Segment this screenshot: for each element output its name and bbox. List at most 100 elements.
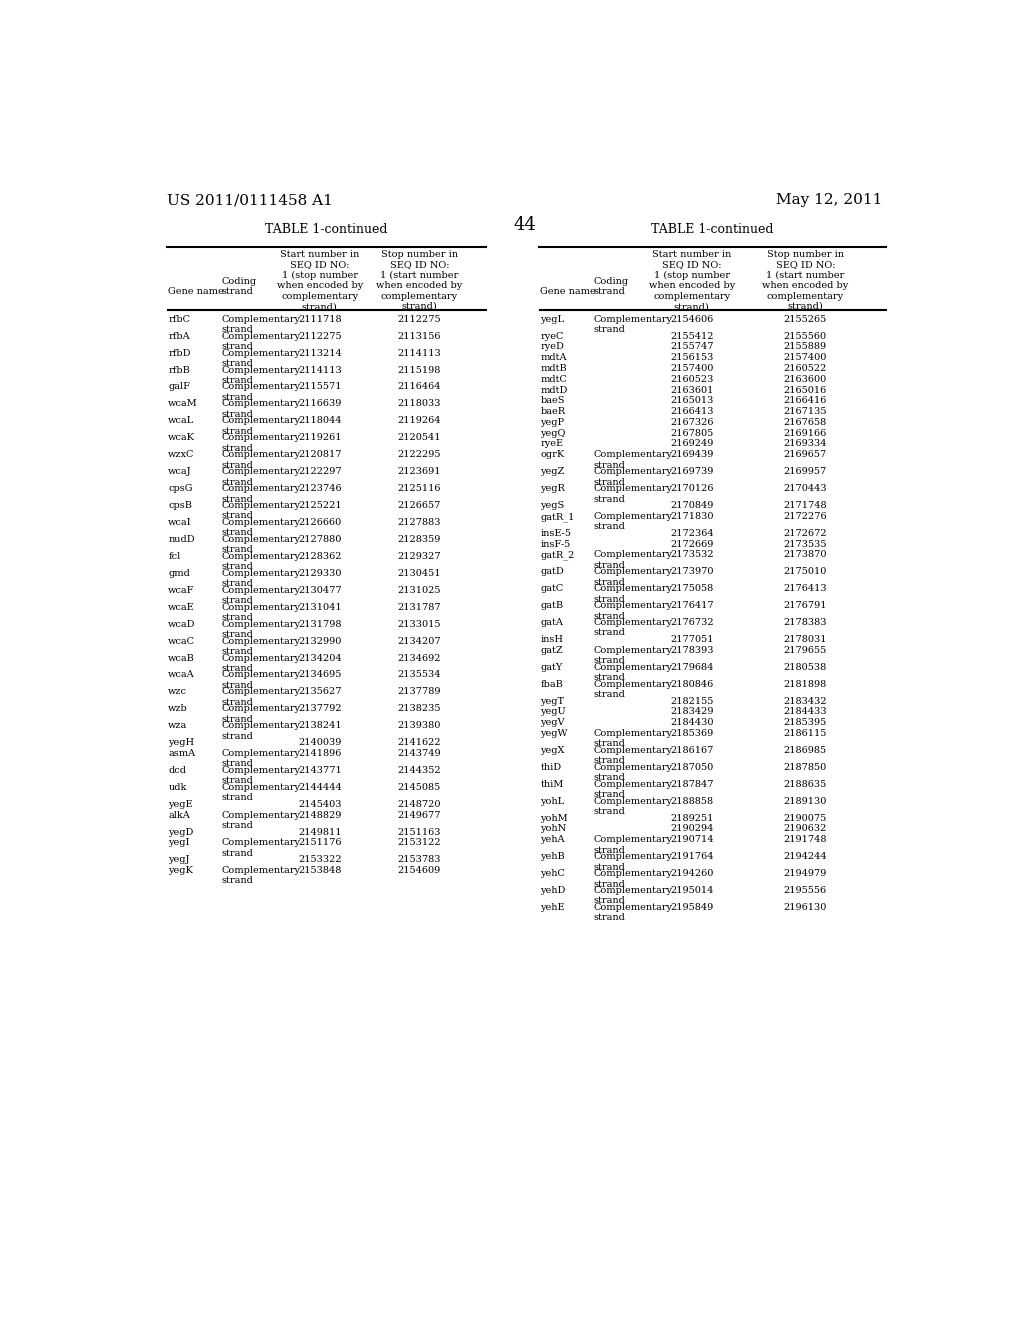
Text: 2186985: 2186985 — [783, 746, 827, 755]
Text: 2123691: 2123691 — [397, 467, 441, 477]
Text: 2128362: 2128362 — [298, 552, 342, 561]
Text: Complementary
strand: Complementary strand — [221, 653, 300, 673]
Text: 2153122: 2153122 — [397, 838, 441, 847]
Text: Complementary
strand: Complementary strand — [593, 763, 672, 783]
Text: gatD: gatD — [541, 568, 564, 577]
Text: 2187847: 2187847 — [670, 780, 714, 789]
Text: 2169249: 2169249 — [670, 440, 714, 449]
Text: 2155747: 2155747 — [670, 342, 714, 351]
Text: 2167805: 2167805 — [670, 429, 714, 438]
Text: 2156153: 2156153 — [670, 354, 714, 362]
Text: Complementary
strand: Complementary strand — [593, 512, 672, 531]
Text: 2143749: 2143749 — [397, 748, 441, 758]
Text: Complementary
strand: Complementary strand — [593, 680, 672, 700]
Text: Complementary
strand: Complementary strand — [221, 838, 300, 858]
Text: 2133015: 2133015 — [397, 619, 441, 628]
Text: gatZ: gatZ — [541, 645, 563, 655]
Text: 2149811: 2149811 — [298, 828, 342, 837]
Text: 2132990: 2132990 — [298, 636, 341, 645]
Text: 2170849: 2170849 — [670, 502, 714, 510]
Text: Complementary
strand: Complementary strand — [221, 748, 300, 768]
Text: 2137792: 2137792 — [298, 705, 342, 713]
Text: rfbB: rfbB — [168, 366, 190, 375]
Text: galF: galF — [168, 383, 190, 392]
Text: Complementary
strand: Complementary strand — [593, 314, 672, 334]
Text: 2127883: 2127883 — [397, 517, 441, 527]
Text: 2187850: 2187850 — [783, 763, 827, 772]
Text: 2195849: 2195849 — [670, 903, 714, 912]
Text: 2172276: 2172276 — [783, 512, 827, 521]
Text: Complementary
strand: Complementary strand — [593, 601, 672, 620]
Text: yohM: yohM — [541, 813, 568, 822]
Text: 2116639: 2116639 — [298, 400, 341, 408]
Text: 44: 44 — [513, 216, 537, 234]
Text: 2160523: 2160523 — [670, 375, 714, 384]
Text: 2183429: 2183429 — [670, 708, 714, 717]
Text: 2153848: 2153848 — [298, 866, 341, 875]
Text: Complementary
strand: Complementary strand — [221, 331, 300, 351]
Text: 2167658: 2167658 — [783, 418, 827, 426]
Text: mdtB: mdtB — [541, 364, 567, 374]
Text: 2111718: 2111718 — [298, 314, 342, 323]
Text: yegX: yegX — [541, 746, 565, 755]
Text: gmd: gmd — [168, 569, 190, 578]
Text: 2148720: 2148720 — [397, 800, 441, 809]
Text: Complementary
strand: Complementary strand — [221, 502, 300, 520]
Text: 2155889: 2155889 — [783, 342, 827, 351]
Text: 2172669: 2172669 — [670, 540, 714, 549]
Text: alkA: alkA — [168, 810, 190, 820]
Text: Complementary
strand: Complementary strand — [221, 552, 300, 572]
Text: 2139380: 2139380 — [397, 721, 441, 730]
Text: yegS: yegS — [541, 502, 564, 510]
Text: wzc: wzc — [168, 688, 187, 697]
Text: 2186167: 2186167 — [670, 746, 714, 755]
Text: 2183432: 2183432 — [783, 697, 827, 706]
Text: 2180846: 2180846 — [670, 680, 714, 689]
Text: wzb: wzb — [168, 705, 188, 713]
Text: yehA: yehA — [541, 836, 565, 845]
Text: 2155412: 2155412 — [670, 331, 714, 341]
Text: 2179684: 2179684 — [670, 663, 714, 672]
Text: 2173970: 2173970 — [670, 568, 714, 577]
Text: Complementary
strand: Complementary strand — [221, 366, 300, 385]
Text: 2182155: 2182155 — [670, 697, 714, 706]
Text: insF-5: insF-5 — [541, 540, 570, 549]
Text: 2154609: 2154609 — [397, 866, 441, 875]
Text: 2116464: 2116464 — [397, 383, 441, 392]
Text: 2171748: 2171748 — [783, 502, 827, 510]
Text: wcaC: wcaC — [168, 636, 196, 645]
Text: yegZ: yegZ — [541, 467, 564, 477]
Text: 2157400: 2157400 — [783, 354, 827, 362]
Text: Complementary
strand: Complementary strand — [593, 585, 672, 603]
Text: 2181898: 2181898 — [783, 680, 827, 689]
Text: Complementary
strand: Complementary strand — [221, 783, 300, 803]
Text: Coding
strand: Coding strand — [221, 277, 256, 296]
Text: 2157400: 2157400 — [670, 364, 714, 374]
Text: 2145403: 2145403 — [298, 800, 342, 809]
Text: Complementary
strand: Complementary strand — [221, 721, 300, 741]
Text: 2131041: 2131041 — [298, 603, 342, 611]
Text: 2167326: 2167326 — [670, 418, 714, 426]
Text: 2153322: 2153322 — [298, 855, 342, 865]
Text: 2170126: 2170126 — [670, 484, 714, 494]
Text: yegE: yegE — [168, 800, 193, 809]
Text: Complementary
strand: Complementary strand — [593, 886, 672, 906]
Text: Complementary
strand: Complementary strand — [221, 433, 300, 453]
Text: nudD: nudD — [168, 535, 195, 544]
Text: Coding
strand: Coding strand — [593, 277, 628, 296]
Text: 2171830: 2171830 — [670, 512, 714, 521]
Text: gatB: gatB — [541, 601, 563, 610]
Text: 2151163: 2151163 — [397, 828, 441, 837]
Text: yegP: yegP — [541, 418, 564, 426]
Text: 2134692: 2134692 — [397, 653, 441, 663]
Text: wcaD: wcaD — [168, 619, 196, 628]
Text: Complementary
strand: Complementary strand — [221, 619, 300, 639]
Text: 2137789: 2137789 — [397, 688, 441, 697]
Text: 2172364: 2172364 — [670, 529, 714, 537]
Text: Complementary
strand: Complementary strand — [593, 903, 672, 923]
Text: 2114113: 2114113 — [298, 366, 342, 375]
Text: ryeC: ryeC — [541, 331, 563, 341]
Text: 2131025: 2131025 — [397, 586, 441, 595]
Text: 2173535: 2173535 — [783, 540, 827, 549]
Text: mdtA: mdtA — [541, 354, 567, 362]
